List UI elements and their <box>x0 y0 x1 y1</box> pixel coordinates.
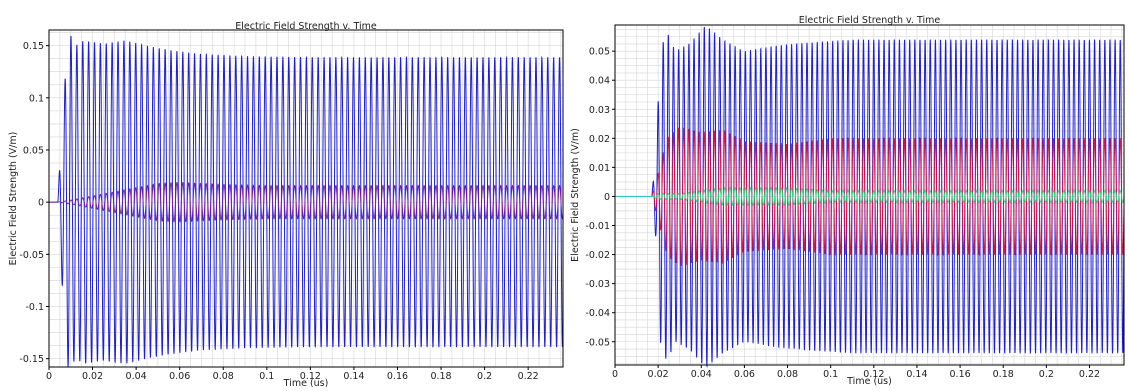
x-tick-label: 0.22 <box>518 371 539 382</box>
x-tick-label: 0.14 <box>343 371 364 382</box>
chart-panel-left: 0 0.02 0.04 0.06 0.08 0.1 0.12 0.14 0.16 0.18 0.2 0… <box>0 0 565 389</box>
x-tick-label: 0.02 <box>82 371 103 382</box>
y-tick-label: 0.05 <box>23 145 44 156</box>
chart-right: 0 0.02 0.04 0.06 0.08 0.1 0.12 0.14 0.16 0.18 0.2 0… <box>570 15 1125 387</box>
x-tick-label: 0.1 <box>823 369 838 380</box>
x-tick-label: 0 <box>612 369 618 380</box>
x-tick-label: 0.14 <box>906 369 927 380</box>
series-group <box>49 35 564 367</box>
x-tick-label: 0.2 <box>477 371 492 382</box>
x-tick-label: 0.18 <box>993 369 1014 380</box>
y-tick-label: 0.05 <box>589 47 610 58</box>
x-tick-label: 0 <box>46 371 52 382</box>
x-tick-label: 0.12 <box>863 369 884 380</box>
x-tick-label: 0.16 <box>387 371 408 382</box>
axes-frame <box>614 24 1125 366</box>
y-tick-label: 0.1 <box>29 93 44 104</box>
y-tick-label: 0 <box>604 192 610 203</box>
y-tick-label: -0.1 <box>25 302 44 313</box>
y-tick-label: 0.02 <box>589 134 610 145</box>
series-group <box>615 26 1125 368</box>
y-tick-label: 0.04 <box>589 76 610 87</box>
x-tick-label: 0.18 <box>430 371 451 382</box>
y-axis: -0.05 -0.04 -0.03 -0.02 -0.01 0 0.01 0.02 0.03 0.… <box>585 47 615 348</box>
x-tick-label: 0.04 <box>126 371 147 382</box>
x-tick-label: 0.16 <box>950 369 971 380</box>
x-tick-label: 0.02 <box>648 369 669 380</box>
y-tick-label: -0.15 <box>19 354 44 365</box>
y-tick-label: 0 <box>38 198 44 209</box>
y-tick-label: -0.03 <box>585 279 610 290</box>
y-axis-label: Electric Field Strength (V/m) <box>570 128 581 262</box>
y-axis-label: Electric Field Strength (V/m) <box>8 132 19 266</box>
series-line-1 <box>49 181 564 223</box>
x-tick-label: 0.04 <box>691 369 712 380</box>
x-tick-label: 0.08 <box>213 371 234 382</box>
x-tick-label: 0.06 <box>734 369 755 380</box>
x-axis: 0 0.02 0.04 0.06 0.08 0.1 0.12 0.14 0.16 0.18 0.2 0… <box>612 365 1100 380</box>
chart-panel-right: 0 0.02 0.04 0.06 0.08 0.1 0.12 0.14 0.16 0.18 0.2 0… <box>567 0 1129 387</box>
x-axis-label: Time (us) <box>283 378 329 387</box>
series-line-1 <box>615 127 1125 266</box>
x-tick-label: 0.1 <box>259 371 274 382</box>
chart-left: 0 0.02 0.04 0.06 0.08 0.1 0.12 0.14 0.16 0.18 0.2 0… <box>8 21 564 389</box>
x-tick-label: 0.06 <box>169 371 190 382</box>
y-tick-label: -0.01 <box>585 221 610 232</box>
y-tick-label: -0.04 <box>585 308 610 319</box>
series-line-2 <box>615 187 1125 206</box>
y-tick-label: 0.15 <box>23 41 44 52</box>
axes-frame <box>48 29 564 368</box>
y-tick-label: 0.01 <box>589 163 610 174</box>
series-line-0 <box>49 35 564 367</box>
chart-title: Electric Field Strength v. Time <box>799 15 941 26</box>
y-tick-label: -0.05 <box>585 337 610 348</box>
x-tick-label: 0.22 <box>1079 369 1100 380</box>
chart-title: Electric Field Strength v. Time <box>235 21 377 32</box>
y-axis: -0.15 -0.1 -0.05 0 0.05 0.1 0.15 <box>19 41 49 365</box>
x-tick-label: 0.08 <box>777 369 798 380</box>
x-tick-label: 0.12 <box>300 371 321 382</box>
y-tick-label: -0.02 <box>585 250 610 261</box>
y-tick-label: 0.03 <box>589 105 610 116</box>
x-axis: 0 0.02 0.04 0.06 0.08 0.1 0.12 0.14 0.16 0.18 0.2 0… <box>46 367 539 382</box>
x-axis-label: Time (us) <box>846 376 892 387</box>
x-tick-label: 0.2 <box>1039 369 1054 380</box>
y-tick-label: -0.05 <box>19 250 44 261</box>
